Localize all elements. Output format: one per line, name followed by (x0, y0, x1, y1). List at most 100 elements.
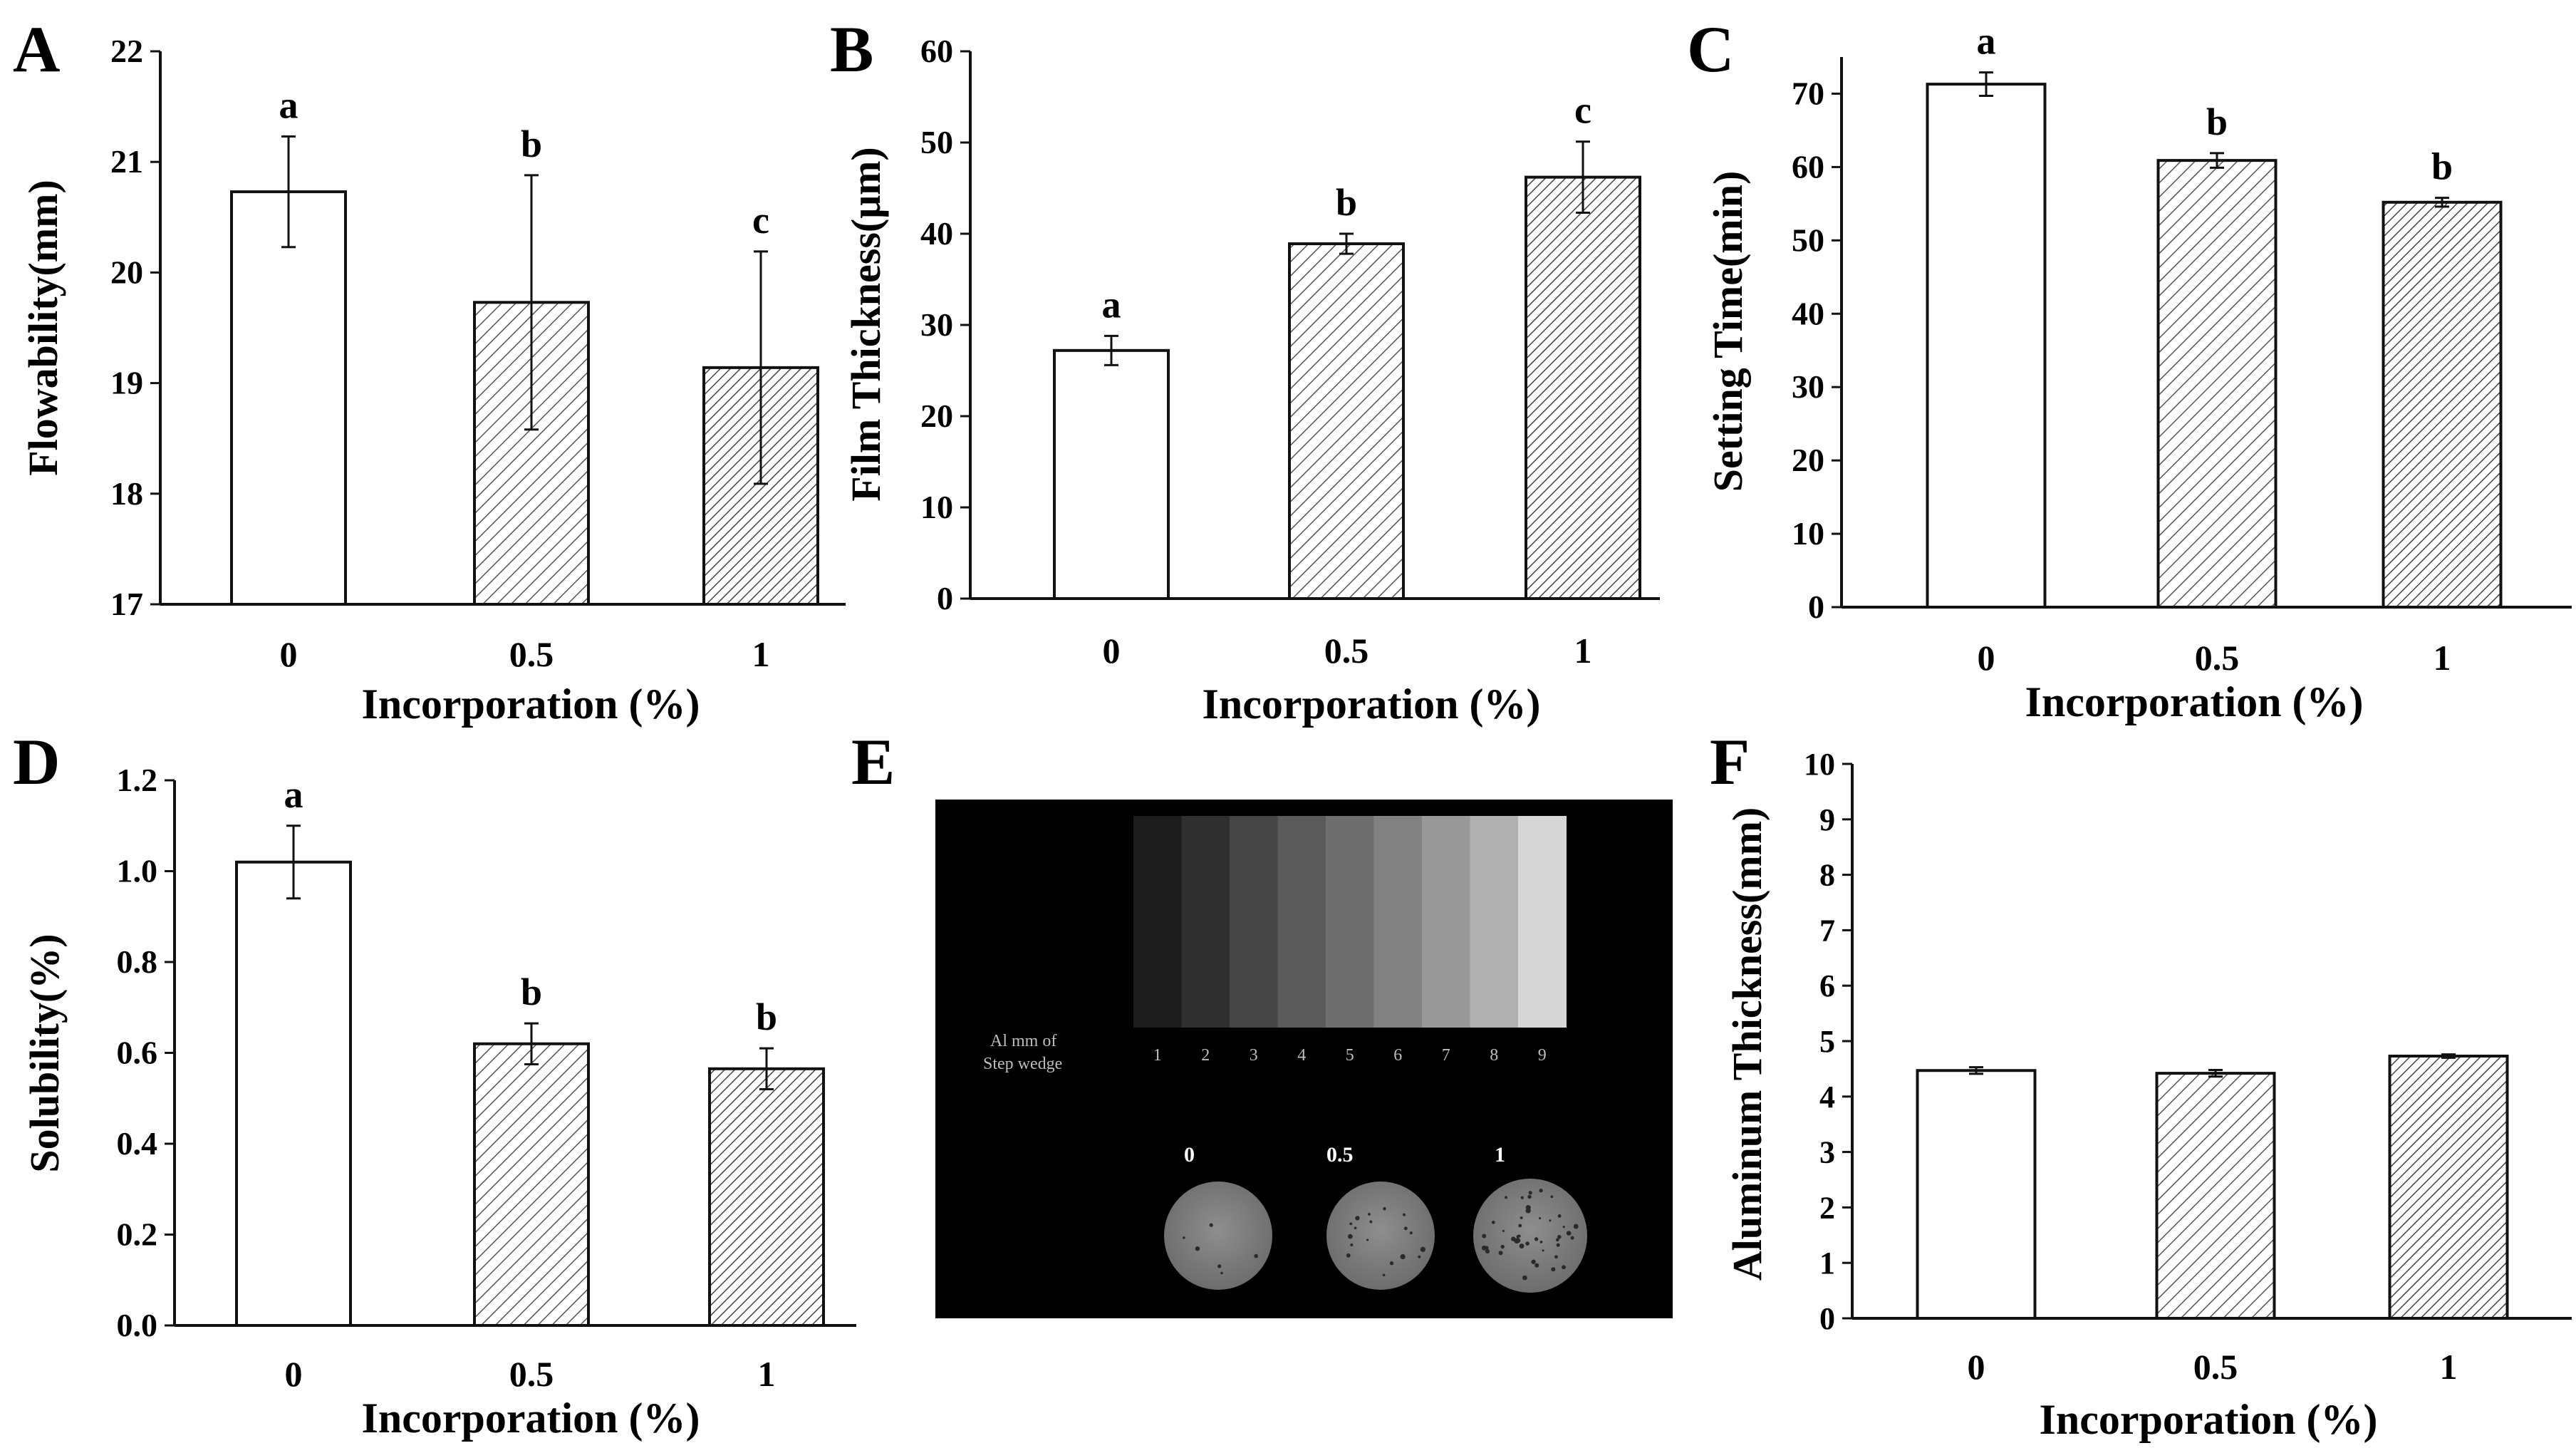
y-tick-label: 4 (1819, 1080, 1835, 1115)
x-category-label: 0.5 (2193, 1347, 2238, 1387)
y-tick-label: 50 (1792, 222, 1824, 258)
step-wedge (1133, 816, 1567, 1028)
x-category-group: 0 0.5 1 (285, 1354, 776, 1394)
y-tick-label: 9 (1819, 802, 1835, 837)
sample-speckles (1183, 1188, 1579, 1281)
speckle (1534, 1237, 1539, 1241)
bar-f-1 (2155, 1072, 2276, 1320)
speckle (1538, 1216, 1542, 1220)
sample-disc-0 (1164, 1181, 1272, 1290)
y-tick-label: 10 (1792, 515, 1824, 552)
y-tick-label: 17 (110, 586, 143, 622)
step-wedge-step (1518, 816, 1567, 1028)
y-tick-label: 0 (1819, 1301, 1835, 1336)
x-category-label: 1 (2434, 638, 2451, 678)
x-category-label: 0.5 (509, 1354, 554, 1394)
step-wedge-label-line2: Step wedge (983, 1055, 1062, 1073)
speckle (1539, 1240, 1543, 1243)
y-tick-label: 1.2 (117, 762, 158, 798)
x-category-label: 0.5 (509, 634, 554, 674)
step-wedge-number: 5 (1346, 1046, 1354, 1065)
speckle (1400, 1253, 1406, 1260)
step-wedge-number: 1 (1153, 1046, 1162, 1065)
x-category-group: 0 0.5 1 (1103, 631, 1592, 671)
speckle (1382, 1273, 1386, 1277)
y-tick-label: 22 (110, 33, 143, 69)
speckle (1409, 1231, 1413, 1235)
speckle (1348, 1234, 1353, 1239)
x-category-label: 0 (1103, 631, 1121, 671)
panel-a-flowability-chart: A Flowability(mm) Incorporation (%) 17 18… (13, 13, 846, 728)
speckle (1556, 1243, 1560, 1247)
speckle (1570, 1236, 1574, 1240)
x-category-label: 1 (1574, 631, 1592, 671)
sample-disc-0-5 (1326, 1181, 1435, 1290)
speckle (1539, 1188, 1543, 1193)
bar-b-2 (1525, 175, 1641, 600)
step-wedge-step (1422, 816, 1470, 1028)
x-category-label: 0 (1978, 638, 1995, 678)
significance-letter: b (756, 996, 777, 1038)
y-tick-label: 8 (1819, 858, 1835, 893)
bar-a-0 (230, 190, 347, 606)
step-wedge-label-line1: Al mm of (990, 1032, 1056, 1050)
bar-group: a b b (235, 773, 825, 1327)
panel-d-solubility-chart: D Solubility(%) Incorporation (%) 0.0 0.2… (13, 725, 856, 1442)
y-tick-label: 18 (110, 475, 143, 512)
y-tick-group: 0 10 20 30 40 50 60 (920, 33, 970, 616)
speckle (1366, 1239, 1369, 1241)
bar-d-0 (235, 860, 352, 1327)
speckle (1389, 1261, 1394, 1266)
speckle (1542, 1249, 1544, 1252)
y-tick-label: 0.2 (117, 1216, 158, 1253)
x-category-group: 0 0.5 1 (1968, 1347, 2458, 1387)
x-axis-label: Incorporation (%) (2025, 678, 2364, 725)
y-tick-group: 0 1 2 3 4 5 6 7 8 9 10 (1804, 747, 1852, 1336)
step-wedge-number: 7 (1442, 1046, 1450, 1065)
bar-group (1916, 1053, 2509, 1320)
y-tick-label: 3 (1819, 1135, 1835, 1170)
step-wedge-number: 8 (1490, 1046, 1498, 1065)
y-tick-label: 0.4 (117, 1125, 158, 1162)
x-axis-label: Incorporation (%) (362, 681, 700, 728)
y-tick-label: 1 (1819, 1246, 1835, 1281)
y-tick-group: 17 18 19 20 21 22 (110, 33, 160, 622)
bar-group: a b c (1053, 89, 1641, 600)
step-wedge-step (1326, 816, 1374, 1028)
sample-disc-1 (1473, 1179, 1587, 1293)
speckle (1500, 1244, 1505, 1249)
y-tick-label: 5 (1819, 1024, 1835, 1059)
x-category-group: 0 0.5 1 (280, 634, 770, 674)
significance-letter: a (1102, 283, 1121, 326)
y-tick-label: 0.6 (117, 1035, 158, 1071)
speckle (1491, 1221, 1495, 1224)
speckle (1195, 1246, 1200, 1251)
y-tick-label: 50 (920, 124, 953, 160)
speckle (1557, 1214, 1562, 1218)
x-category-label: 1 (2440, 1347, 2458, 1387)
speckle (1556, 1238, 1559, 1242)
bar-c-2 (2382, 200, 2503, 609)
step-wedge-number: 9 (1538, 1046, 1547, 1065)
y-tick-label: 60 (920, 33, 953, 69)
y-axis-label: Solubility(%) (21, 934, 68, 1172)
speckle (1557, 1235, 1562, 1239)
panel-letter-b: B (830, 13, 873, 86)
speckle (1502, 1229, 1505, 1232)
speckle (1511, 1236, 1516, 1241)
speckle (1209, 1223, 1213, 1227)
step-wedge-step (1181, 816, 1230, 1028)
speckle (1551, 1267, 1556, 1272)
step-wedge-number: 4 (1297, 1046, 1306, 1065)
y-tick-label: 30 (1792, 368, 1824, 405)
step-wedge-step (1470, 816, 1519, 1028)
step-wedge-number: 6 (1393, 1046, 1402, 1065)
panel-letter-a: A (13, 13, 60, 86)
sample-label-0: 0 (1184, 1143, 1195, 1167)
y-axis-label: Film Thickness(μm) (843, 147, 889, 501)
y-tick-label: 30 (920, 306, 953, 343)
bar-group: a b b (1926, 20, 2503, 609)
speckle (1573, 1224, 1579, 1229)
y-tick-group: 0.0 0.2 0.4 0.6 0.8 1.0 1.2 (117, 762, 175, 1343)
